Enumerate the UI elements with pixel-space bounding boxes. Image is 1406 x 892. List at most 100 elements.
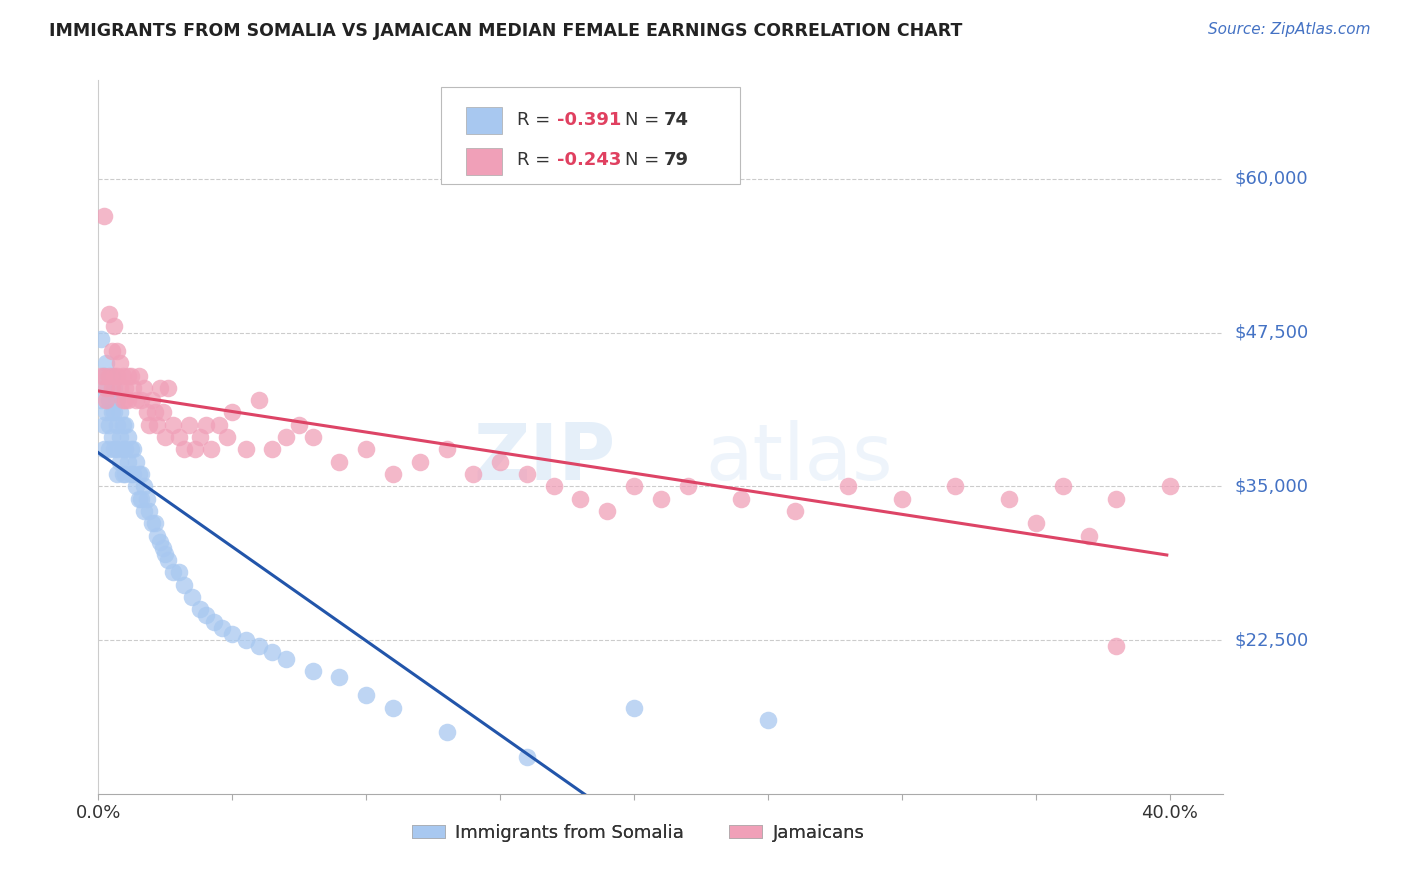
Point bbox=[436, 725, 458, 739]
FancyBboxPatch shape bbox=[467, 147, 502, 175]
Point bbox=[149, 381, 172, 395]
Point bbox=[301, 664, 323, 678]
Point bbox=[676, 479, 699, 493]
Point bbox=[96, 356, 118, 370]
Point bbox=[235, 633, 257, 648]
Text: N =: N = bbox=[624, 112, 665, 129]
Point bbox=[149, 534, 172, 549]
Point bbox=[141, 516, 163, 531]
Point bbox=[93, 417, 115, 432]
Point bbox=[105, 368, 128, 383]
Point bbox=[108, 381, 131, 395]
Point bbox=[890, 491, 912, 506]
Point bbox=[143, 516, 166, 531]
Point bbox=[114, 393, 136, 408]
Point bbox=[1052, 479, 1074, 493]
Point bbox=[128, 467, 150, 481]
Point bbox=[247, 393, 270, 408]
Point bbox=[208, 417, 231, 432]
Point bbox=[650, 491, 672, 506]
Point bbox=[101, 368, 124, 383]
Point bbox=[117, 368, 139, 383]
Point bbox=[155, 547, 177, 561]
Point bbox=[93, 209, 115, 223]
Point bbox=[129, 467, 152, 481]
Point bbox=[122, 381, 145, 395]
Point bbox=[114, 467, 136, 481]
Point bbox=[155, 430, 177, 444]
Point bbox=[111, 368, 134, 383]
Point bbox=[221, 627, 243, 641]
Point bbox=[117, 430, 139, 444]
FancyBboxPatch shape bbox=[441, 87, 740, 184]
Text: ZIP: ZIP bbox=[474, 420, 616, 497]
Point bbox=[756, 713, 779, 727]
Point bbox=[114, 381, 136, 395]
Point bbox=[152, 541, 174, 555]
Point bbox=[730, 491, 752, 506]
Point bbox=[221, 405, 243, 419]
Point bbox=[101, 405, 124, 419]
Point bbox=[98, 442, 121, 457]
Point bbox=[111, 467, 134, 481]
Point bbox=[103, 319, 125, 334]
Point bbox=[111, 393, 134, 408]
Point bbox=[108, 356, 131, 370]
Point bbox=[382, 700, 405, 714]
Point bbox=[125, 455, 148, 469]
Point bbox=[152, 405, 174, 419]
Point bbox=[141, 393, 163, 408]
Point bbox=[543, 479, 565, 493]
Point bbox=[90, 332, 112, 346]
Point bbox=[837, 479, 859, 493]
Point bbox=[162, 566, 184, 580]
Point bbox=[103, 442, 125, 457]
Point bbox=[211, 621, 233, 635]
Point bbox=[101, 381, 124, 395]
Point bbox=[274, 430, 297, 444]
Point bbox=[105, 417, 128, 432]
Point bbox=[96, 381, 118, 395]
Point bbox=[128, 368, 150, 383]
Point bbox=[569, 491, 592, 506]
Point bbox=[103, 368, 125, 383]
Point bbox=[157, 381, 180, 395]
Point bbox=[108, 430, 131, 444]
Text: atlas: atlas bbox=[706, 420, 893, 497]
Point bbox=[111, 442, 134, 457]
Point bbox=[98, 393, 121, 408]
Point bbox=[181, 590, 204, 604]
Point bbox=[200, 442, 222, 457]
Point bbox=[135, 491, 157, 506]
Point bbox=[1025, 516, 1047, 531]
Point bbox=[202, 615, 225, 629]
Point bbox=[132, 381, 155, 395]
Point bbox=[1105, 639, 1128, 653]
Point bbox=[90, 368, 112, 383]
Point bbox=[117, 455, 139, 469]
Point bbox=[105, 442, 128, 457]
Point bbox=[103, 381, 125, 395]
Point bbox=[596, 504, 619, 518]
Point bbox=[489, 455, 512, 469]
Point bbox=[111, 417, 134, 432]
Point bbox=[105, 467, 128, 481]
Point bbox=[328, 455, 350, 469]
Point bbox=[129, 393, 152, 408]
Point bbox=[96, 405, 118, 419]
Text: R =: R = bbox=[517, 112, 555, 129]
Point bbox=[146, 528, 169, 542]
Text: R =: R = bbox=[517, 152, 555, 169]
Text: -0.391: -0.391 bbox=[557, 112, 621, 129]
Point bbox=[120, 368, 142, 383]
Point bbox=[188, 430, 211, 444]
Point bbox=[783, 504, 806, 518]
Point bbox=[173, 578, 195, 592]
Point bbox=[96, 381, 118, 395]
Point bbox=[129, 491, 152, 506]
Point bbox=[1159, 479, 1181, 493]
Point bbox=[436, 442, 458, 457]
Point bbox=[146, 417, 169, 432]
Point bbox=[114, 442, 136, 457]
Text: $22,500: $22,500 bbox=[1234, 631, 1309, 649]
